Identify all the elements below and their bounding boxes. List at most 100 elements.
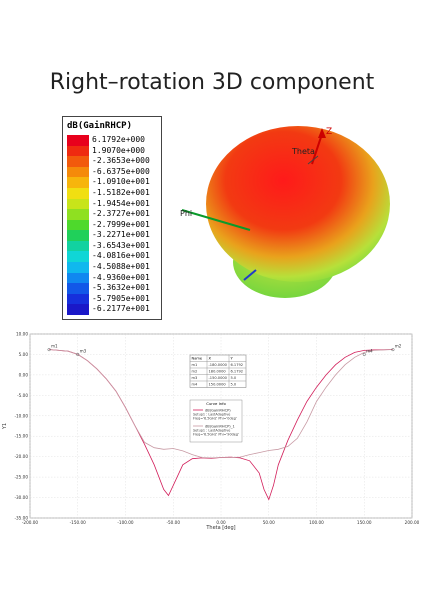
x-tick-label: 50.00 (263, 520, 275, 525)
color-swatch (67, 177, 89, 189)
color-swatch (67, 156, 89, 168)
curve-info-name: dB(GainRHCP)_1 (205, 424, 235, 428)
marker-table: Name X Ym1 -180.0000 6.1792 m2 180.0000 6.1792 m… (189, 354, 247, 388)
color-level-label: -2.7999e+001 (92, 219, 150, 229)
chart-ticks: -200.00 -150.00 -100.00 -50.00 0.00 50.00 100.… (15, 332, 420, 526)
color-swatch (67, 272, 89, 284)
color-level-label: -4.9360e+001 (92, 272, 150, 282)
y-tick-label: -30.00 (15, 495, 29, 500)
color-level-label: -6.2177e+001 (92, 304, 150, 314)
color-swatch (67, 251, 89, 263)
color-swatch (67, 304, 89, 316)
x-tick-label: -100.00 (117, 520, 133, 525)
pattern-lobe-main (206, 126, 390, 282)
marker-table-text: -180.0000 (209, 363, 228, 367)
theta-axis-arrow (307, 155, 319, 165)
legend-title: dB(GainRHCP) (67, 121, 133, 131)
marker-table-text: 150.0000 (209, 383, 227, 387)
marker-table-text: 180.0000 (209, 370, 227, 374)
color-swatch (67, 240, 89, 252)
x-tick-label: -200.00 (22, 520, 38, 525)
curve-info-name: dB(GainRHCP) (205, 408, 231, 412)
marker-table-text: X (209, 357, 212, 361)
color-swatch (67, 262, 89, 274)
color-level-label: -5.7905e+001 (92, 293, 150, 303)
y-tick-label: -25.00 (15, 475, 29, 480)
x-tick-label: 200.00 (405, 520, 420, 525)
color-level-label: -3.2271e+001 (92, 230, 150, 240)
x-tick-label: 0.00 (216, 520, 226, 525)
y-tick-label: -35.00 (15, 516, 29, 521)
curve-info-setup: Setup1 : LastAdaptive (193, 413, 230, 417)
page-title: Right–rotation 3D component (49, 70, 375, 95)
color-level-label: -1.0910e+001 (92, 177, 150, 187)
phi-axis-arrow (181, 209, 251, 231)
theta-axis-label: Theta (291, 147, 315, 156)
color-swatch (67, 198, 89, 210)
z-axis-arrowhead (318, 128, 326, 138)
color-swatch (67, 209, 89, 221)
color-swatch (67, 135, 89, 147)
y-tick-label: 0.00 (19, 372, 29, 377)
marker-table-text: m2 (192, 370, 198, 374)
color-scale-legend: dB(GainRHCP) 6.1792e+000 1.9070e+000 -2.36… (62, 116, 162, 320)
x-tick-label: -50.00 (167, 520, 181, 525)
y-tick-label: -20.00 (15, 454, 29, 459)
marker-label: m4 (366, 348, 373, 353)
curve-info-params: Freq='6.5GHz' Phi='0deg' (193, 417, 237, 421)
color-swatch (67, 145, 89, 157)
color-level-label: -1.5182e+001 (92, 187, 150, 197)
y-tick-label: -15.00 (15, 434, 29, 439)
curve-info-params: Freq='6.5GHz' Phi='90deg' (193, 433, 239, 437)
gain-vs-theta-chart: m1 m2 m3 m4 -200.00 -150.00 -100.00 -50.00 0.00… (2, 332, 420, 532)
color-swatch (67, 283, 89, 295)
x-axis-label: Theta [deg] (205, 525, 235, 531)
x-tick-label: -150.00 (70, 520, 86, 525)
curve-info-title: Curve Info (206, 401, 226, 406)
color-swatch (67, 230, 89, 242)
marker-table-text: 5.0 (231, 383, 237, 387)
y-tick-label: -5.00 (17, 393, 28, 398)
marker-point (76, 352, 80, 356)
color-swatch (67, 293, 89, 305)
marker-table-text: m1 (192, 363, 198, 367)
color-level-label: -3.6543e+001 (92, 240, 150, 250)
x-tick-label: 100.00 (309, 520, 324, 525)
marker-table-text: 5.0 (231, 376, 237, 380)
marker-table-frame (189, 354, 247, 388)
color-scale-bar (67, 135, 89, 316)
marker-table-text: Name (192, 357, 203, 361)
x-tick-label: 150.00 (357, 520, 372, 525)
marker-label: m2 (395, 344, 402, 349)
y-tick-label: -10.00 (15, 413, 29, 418)
marker-point (391, 348, 395, 352)
color-swatch (67, 187, 89, 200)
marker-table-text: m4 (192, 383, 199, 387)
color-level-label: 6.1792e+000 (92, 135, 145, 144)
color-level-label: -1.9454e+001 (92, 198, 150, 208)
marker-label: m1 (51, 344, 58, 349)
marker-table-text: m3 (192, 376, 198, 380)
chart-curves (49, 349, 393, 501)
chart-markers: m1 m2 m3 m4 (47, 344, 402, 356)
color-level-label: -2.3653e+000 (92, 156, 150, 166)
curve-info-setup: Setup1 : LastAdaptive (193, 429, 230, 433)
color-level-label: -6.6375e+000 (92, 166, 150, 176)
marker-table-text: 6.1792 (231, 370, 244, 374)
color-level-label: -4.5088e+001 (92, 262, 150, 272)
marker-point (47, 348, 51, 352)
marker-point (362, 352, 366, 356)
color-level-label: -5.3632e+001 (92, 283, 150, 293)
marker-table-text: -150.0000 (209, 376, 228, 380)
color-level-label: 1.9070e+000 (92, 145, 145, 155)
y-axis-label: Y1 (2, 423, 8, 430)
color-level-label: -4.0816e+001 (92, 251, 150, 261)
marker-table-text: 6.1792 (231, 363, 244, 367)
z-axis-label: Z (326, 127, 332, 137)
y-axis-arrow (243, 269, 257, 281)
curve-info-frame (189, 399, 243, 443)
marker-label: m3 (80, 348, 87, 353)
color-swatch (67, 166, 89, 178)
radiation-pattern-3d[interactable]: Z Theta Phi (180, 112, 400, 322)
